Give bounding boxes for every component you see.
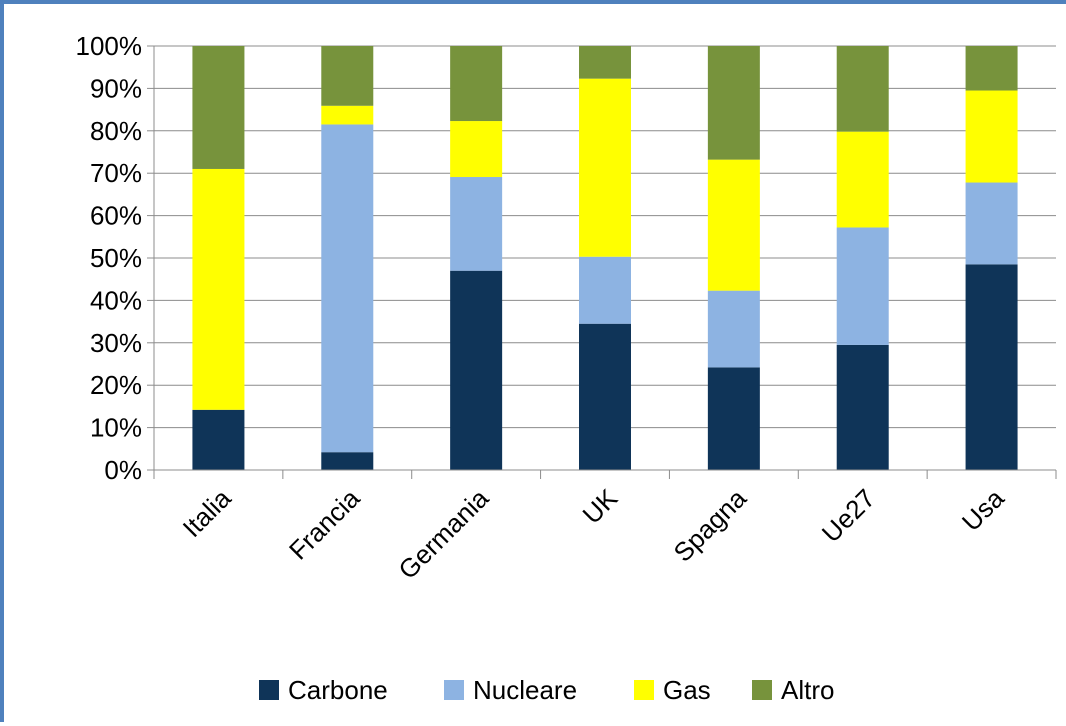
bar-segment-carbone-italia xyxy=(192,409,245,470)
bar-segment-carbone-francia xyxy=(321,452,374,470)
bar-segment-carbone-uk xyxy=(579,323,631,470)
legend-swatch-gas xyxy=(634,680,654,700)
bar-segment-altro-italia xyxy=(192,46,245,169)
x-tick-label: Ue27 xyxy=(816,483,881,548)
x-tick-label: UK xyxy=(576,483,623,530)
bar-segment-nucleare-spagna xyxy=(707,290,760,368)
x-tick-labels: Italia Francia Germania UK Spagna Ue27 Usa xyxy=(177,483,1011,585)
x-tick-label: Francia xyxy=(283,483,366,566)
bar-segment-gas-ue27 xyxy=(836,131,889,228)
bar-segment-nucleare-ue27 xyxy=(836,227,889,345)
bar-segment-carbone-germania xyxy=(450,270,503,470)
x-tick-label: Usa xyxy=(956,483,1010,537)
y-tick-label: 0% xyxy=(104,455,142,485)
y-tick-label: 40% xyxy=(90,285,142,315)
bar-segment-gas-uk xyxy=(579,78,631,257)
legend-swatch-altro xyxy=(752,680,772,700)
y-tick-labels: 0% 10% 20% 30% 40% 50% 60% 70% 80% 90% 100% xyxy=(76,31,143,485)
legend-swatch-nucleare xyxy=(444,680,464,700)
bar-segment-carbone-ue27 xyxy=(836,344,889,470)
bar-segment-carbone-spagna xyxy=(707,367,760,470)
bars xyxy=(192,46,1018,470)
y-tick-label: 80% xyxy=(90,116,142,146)
x-tick-label: Spagna xyxy=(667,483,752,568)
legend-swatch-carbone xyxy=(259,680,279,700)
legend-label-altro: Altro xyxy=(781,675,834,705)
y-tick-label: 60% xyxy=(90,201,142,231)
y-tick-label: 70% xyxy=(90,158,142,188)
bar-segment-altro-francia xyxy=(321,46,374,106)
x-tick-label: Germania xyxy=(392,483,494,585)
bar-segment-carbone-usa xyxy=(965,264,1018,470)
bar-segment-altro-ue27 xyxy=(836,46,889,132)
y-tick-label: 100% xyxy=(76,31,143,61)
bar-segment-altro-germania xyxy=(450,46,503,122)
legend-label-gas: Gas xyxy=(663,675,711,705)
bar-segment-nucleare-uk xyxy=(579,256,631,324)
y-tick-label: 10% xyxy=(90,413,142,443)
bar-segment-altro-uk xyxy=(579,46,631,79)
bar-segment-nucleare-germania xyxy=(450,177,503,271)
x-tick-label: Italia xyxy=(177,483,237,543)
stacked-bar-chart: 0% 10% 20% 30% 40% 50% 60% 70% 80% 90% 100% Italia… xyxy=(76,31,1057,705)
legend: Carbone Nucleare Gas Altro xyxy=(259,675,834,705)
legend-label-nucleare: Nucleare xyxy=(473,675,577,705)
legend-label-carbone: Carbone xyxy=(288,675,388,705)
bar-segment-gas-spagna xyxy=(707,159,760,291)
y-tick-label: 30% xyxy=(90,328,142,358)
bar-segment-gas-francia xyxy=(321,105,374,125)
bar-segment-gas-italia xyxy=(192,168,245,410)
y-tick-label: 50% xyxy=(90,243,142,273)
axes xyxy=(147,45,1057,479)
bar-segment-nucleare-francia xyxy=(321,124,374,453)
bar-segment-gas-germania xyxy=(450,121,503,178)
bar-segment-nucleare-usa xyxy=(965,182,1018,265)
y-tick-label: 90% xyxy=(90,73,142,103)
bar-segment-altro-usa xyxy=(965,46,1018,91)
bar-segment-altro-spagna xyxy=(707,46,760,160)
bar-segment-gas-usa xyxy=(965,90,1018,183)
y-tick-label: 20% xyxy=(90,370,142,400)
